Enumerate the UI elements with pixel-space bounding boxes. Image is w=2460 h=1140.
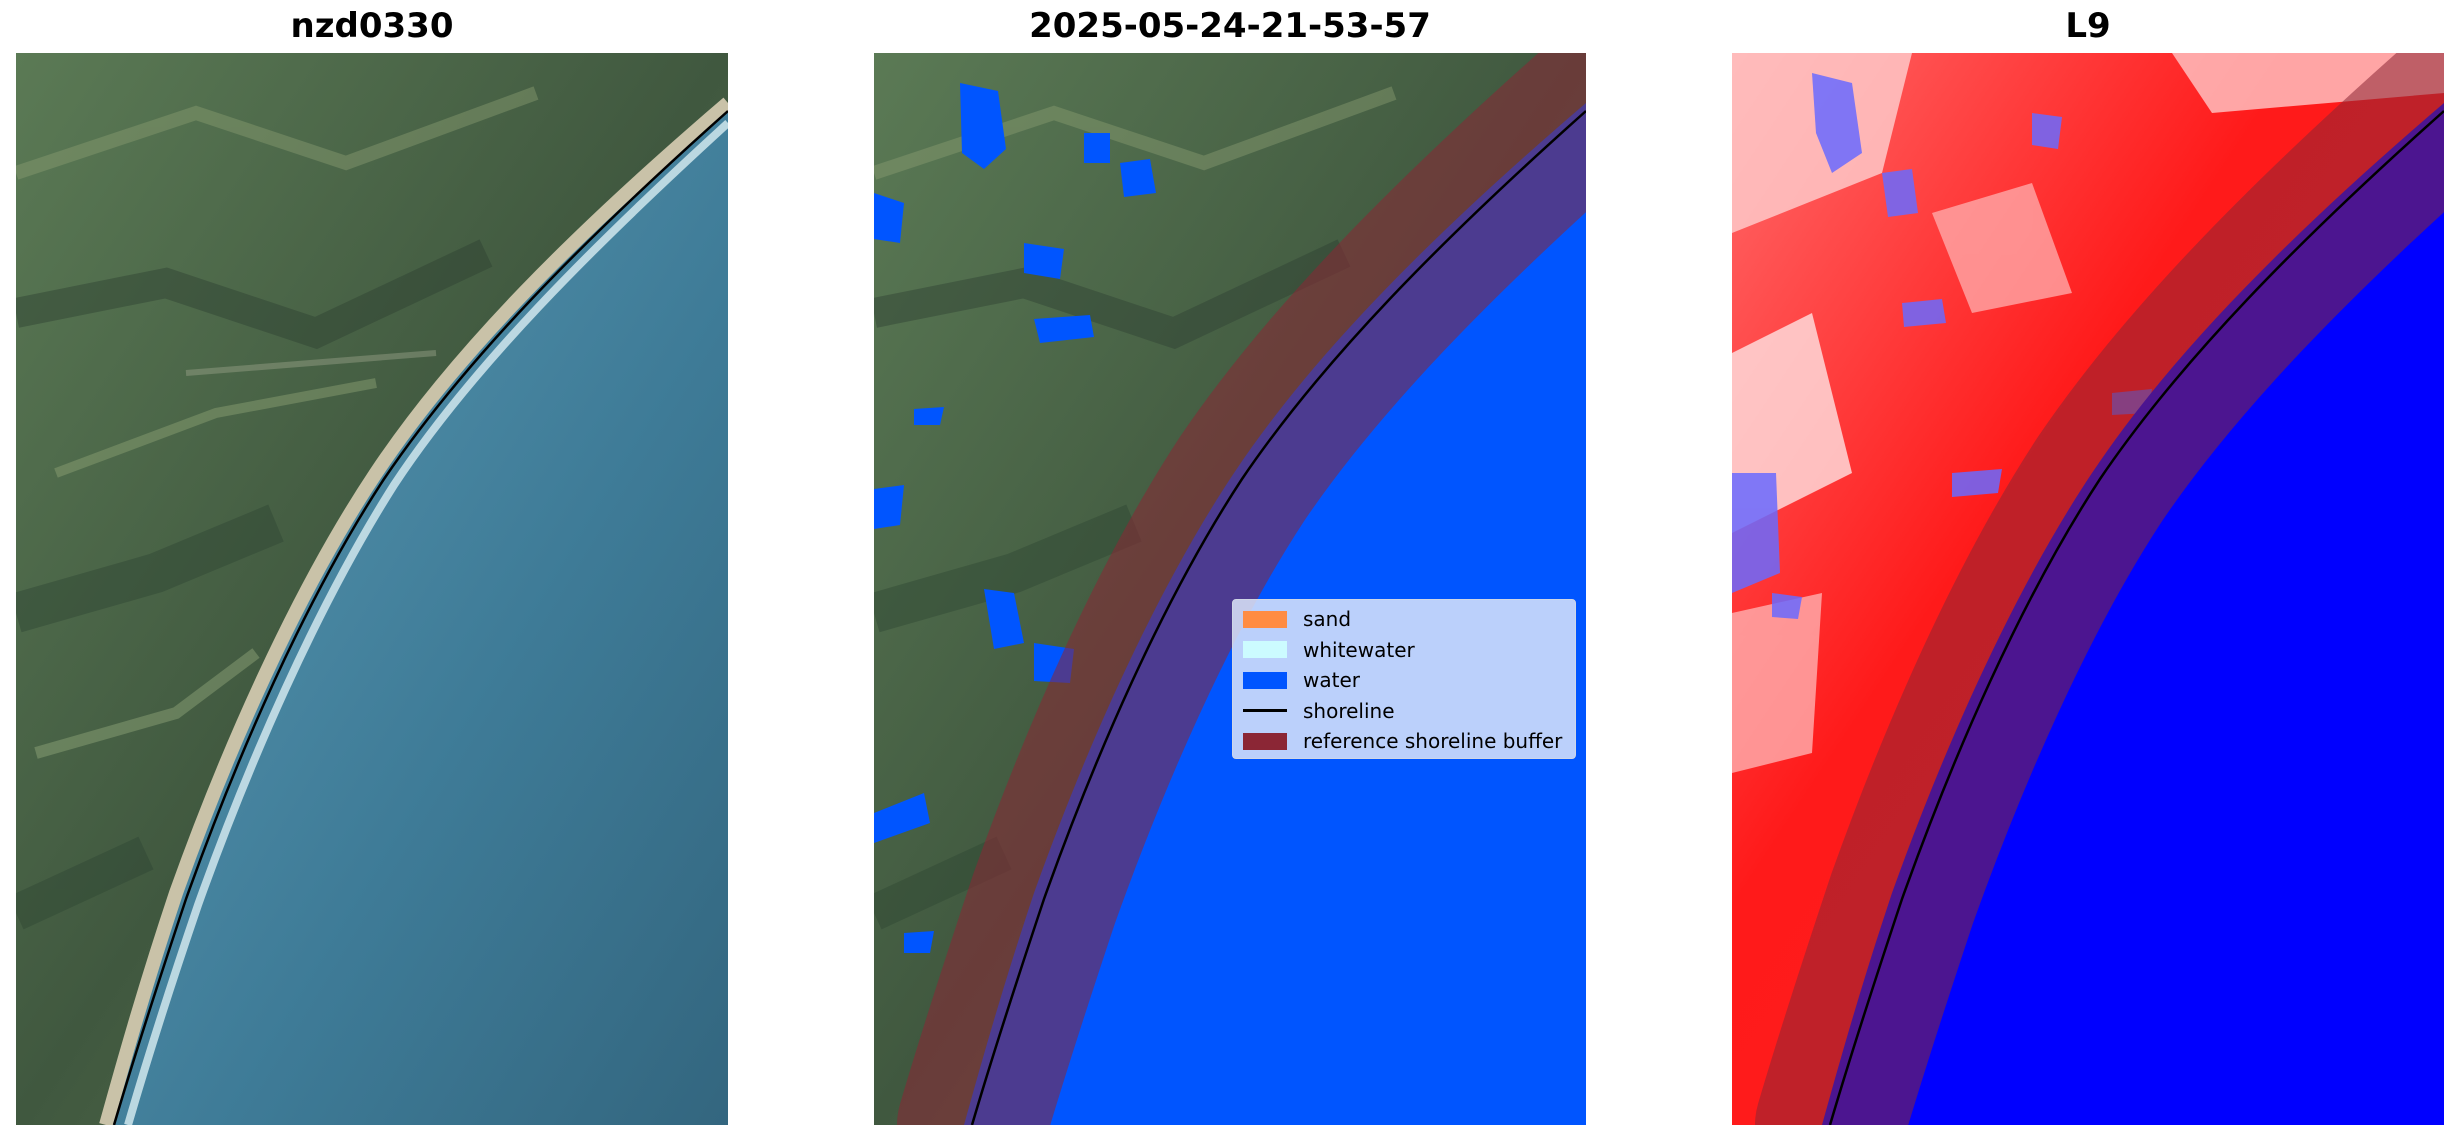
- panel-title-classified: 2025-05-24-21-53-57: [1029, 6, 1431, 46]
- terrain-ridges: [16, 86, 539, 930]
- classified-svg: [874, 53, 1586, 1125]
- legend-label: whitewater: [1303, 637, 1415, 662]
- legend: sand whitewater water shoreline referenc…: [1232, 599, 1576, 759]
- beach-strip: [99, 97, 728, 1125]
- sand-swatch-icon: [1243, 610, 1287, 628]
- index-blue-patches: [1732, 73, 2152, 619]
- legend-item-sand: sand: [1243, 604, 1565, 635]
- legend-item-buffer: reference shoreline buffer: [1243, 726, 1565, 757]
- legend-label: water: [1303, 668, 1360, 693]
- shoreline-line: [112, 110, 728, 1125]
- index-svg: [1732, 53, 2444, 1125]
- satellite-rgb-image: [16, 53, 728, 1125]
- shoreline-line: [970, 110, 1586, 1125]
- classified-image: [874, 53, 1586, 1125]
- index-image: [1732, 53, 2444, 1125]
- legend-item-water: water: [1243, 665, 1565, 696]
- inland-water-patches: [874, 83, 1156, 953]
- satellite-rgb-svg: [16, 53, 728, 1125]
- legend-label: shoreline: [1303, 698, 1395, 723]
- shoreline-line: [1828, 110, 2444, 1125]
- buffer-swatch-icon: [1243, 732, 1287, 750]
- whitewater-strip: [124, 120, 728, 1125]
- legend-label: sand: [1303, 607, 1352, 632]
- panel-title-index: L9: [2065, 6, 2111, 46]
- water-swatch-icon: [1243, 671, 1287, 689]
- panel-title-rgb: nzd0330: [290, 6, 454, 46]
- shoreline-line-icon: [1243, 709, 1287, 713]
- legend-item-shoreline: shoreline: [1243, 696, 1565, 727]
- ocean-area: [106, 103, 728, 1125]
- legend-label: reference shoreline buffer: [1303, 729, 1563, 754]
- legend-item-whitewater: whitewater: [1243, 635, 1565, 666]
- whitewater-swatch-icon: [1243, 641, 1287, 659]
